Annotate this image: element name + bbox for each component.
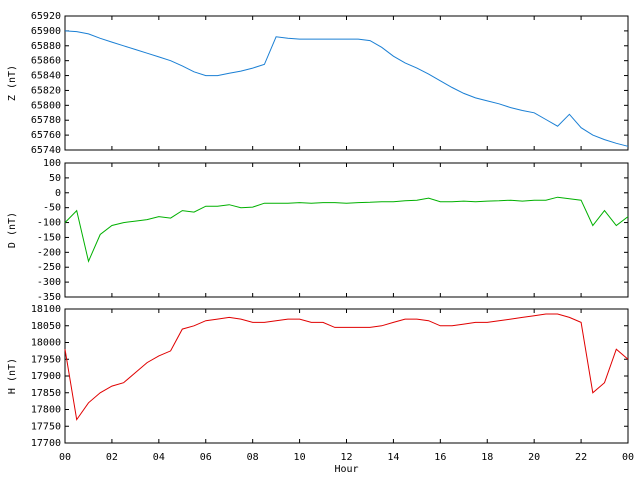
y-tick-label: 17750 [31,421,61,432]
y-tick-label: 18050 [31,321,61,332]
y-tick-label: -350 [37,292,61,303]
x-tick-label: 14 [387,452,399,463]
y-axis-label: H (nT) [7,358,18,394]
x-tick-label: 08 [247,452,259,463]
y-tick-label: 17900 [31,371,61,382]
y-tick-label: -200 [37,247,61,258]
data-line [64,30,629,147]
y-tick-label: -100 [37,218,61,229]
y-tick-label: 65800 [31,100,61,111]
y-tick-label: 17800 [31,405,61,416]
x-tick-label: 10 [294,452,306,463]
y-tick-label: 65920 [31,11,61,22]
y-tick-label: 18100 [31,304,61,315]
x-tick-label: 02 [106,452,118,463]
y-tick-label: -50 [43,203,61,214]
x-tick-label: 04 [153,452,165,463]
y-tick-label: -250 [37,262,61,273]
x-axis-label: Hour [334,464,358,475]
y-tick-label: 0 [55,188,61,199]
x-tick-label: 12 [340,452,352,463]
y-tick-label: 65900 [31,26,61,37]
y-axis-label: D (nT) [7,212,18,248]
y-tick-label: -150 [37,232,61,243]
x-tick-label: 18 [481,452,493,463]
x-tick-label: 00 [622,452,634,463]
x-tick-label: 00 [59,452,71,463]
y-tick-label: 65860 [31,56,61,67]
x-tick-label: 16 [434,452,446,463]
y-tick-label: 65740 [31,145,61,156]
x-tick-label: 22 [575,452,587,463]
data-line [64,313,629,421]
y-tick-label: 100 [43,158,61,169]
y-axis-label: Z (nT) [7,65,18,101]
y-tick-label: 18000 [31,338,61,349]
plot-frame [64,15,629,151]
y-tick-label: 65780 [31,115,61,126]
data-line [64,196,629,263]
y-tick-label: 17950 [31,354,61,365]
y-tick-label: 50 [49,173,61,184]
plot-frame [64,308,629,444]
y-tick-label: 65820 [31,85,61,96]
y-tick-label: 17850 [31,388,61,399]
x-tick-label: 06 [200,452,212,463]
plot-frame [64,162,629,298]
y-tick-label: 17700 [31,438,61,449]
x-tick-label: 20 [528,452,540,463]
y-tick-label: 65840 [31,71,61,82]
y-tick-label: -300 [37,277,61,288]
y-tick-label: 65760 [31,130,61,141]
y-tick-label: 65880 [31,41,61,52]
